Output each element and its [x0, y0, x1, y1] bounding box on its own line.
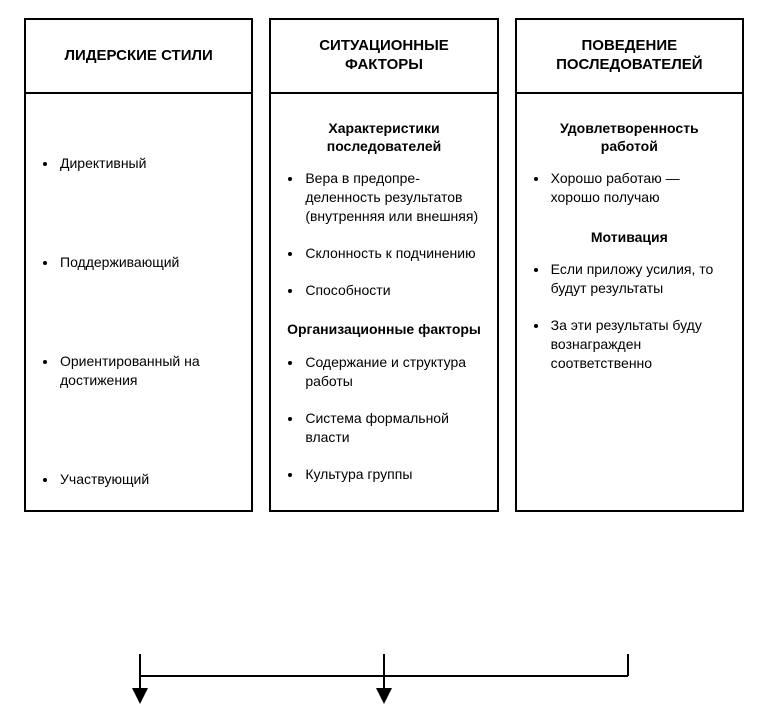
- item-list: Вера в предопре­деленность резуль­татов …: [299, 169, 482, 299]
- column-header: ЛИДЕРСКИЕ СТИЛИ: [26, 20, 251, 94]
- sub-heading: Мотивация: [531, 229, 728, 247]
- list-item: Склонность к подчинению: [303, 244, 482, 263]
- item-list: Если приложу усилия, то будут результаты…: [545, 260, 728, 372]
- column-follower-behavior: ПОВЕДЕНИЕ ПОСЛЕДОВАТЕЛЕЙ Удовлетвореннос…: [515, 18, 744, 512]
- sub-heading: Удовлетворенность работой: [531, 120, 728, 155]
- list-item: Система формаль­ной власти: [303, 409, 482, 447]
- list-item: Участвующий: [58, 470, 237, 489]
- list-item: Если приложу усилия, то будут результаты: [549, 260, 728, 298]
- list-item: Директивный: [58, 154, 237, 173]
- list-item: За эти результаты буду вознагражден соот…: [549, 316, 728, 373]
- column-body: Директивный Поддерживающий Ориентированн…: [26, 94, 251, 510]
- list-item: Поддерживающий: [58, 253, 237, 272]
- columns-row: ЛИДЕРСКИЕ СТИЛИ Директивный Поддерживающ…: [0, 0, 768, 512]
- list-item: Хорошо работаю — хорошо получаю: [549, 169, 728, 207]
- item-list: Директивный Поддерживающий Ориентированн…: [54, 154, 237, 488]
- column-header: СИТУАЦИОННЫЕ ФАКТОРЫ: [271, 20, 496, 94]
- sub-heading: Характеристики последователей: [285, 120, 482, 155]
- column-body: Удовлетворенность работой Хорошо работаю…: [517, 94, 742, 510]
- list-item: Содержание и структура работы: [303, 353, 482, 391]
- column-header: ПОВЕДЕНИЕ ПОСЛЕДОВАТЕЛЕЙ: [517, 20, 742, 94]
- item-list: Содержание и структура работы Система фо…: [299, 353, 482, 483]
- list-item: Вера в предопре­деленность резуль­татов …: [303, 169, 482, 226]
- column-situational-factors: СИТУАЦИОННЫЕ ФАКТОРЫ Характеристики посл…: [269, 18, 498, 512]
- sub-heading: Организационные факторы: [285, 321, 482, 339]
- diagram-root: ЛИДЕРСКИЕ СТИЛИ Директивный Поддерживающ…: [0, 0, 768, 713]
- list-item: Способности: [303, 281, 482, 300]
- list-item: Ориентированный на достижения: [58, 352, 237, 390]
- column-body: Характеристики последователей Вера в пре…: [271, 94, 496, 510]
- list-item: Культура группы: [303, 465, 482, 484]
- item-list: Хорошо работаю — хорошо получаю: [545, 169, 728, 207]
- column-leadership-styles: ЛИДЕРСКИЕ СТИЛИ Директивный Поддерживающ…: [24, 18, 253, 512]
